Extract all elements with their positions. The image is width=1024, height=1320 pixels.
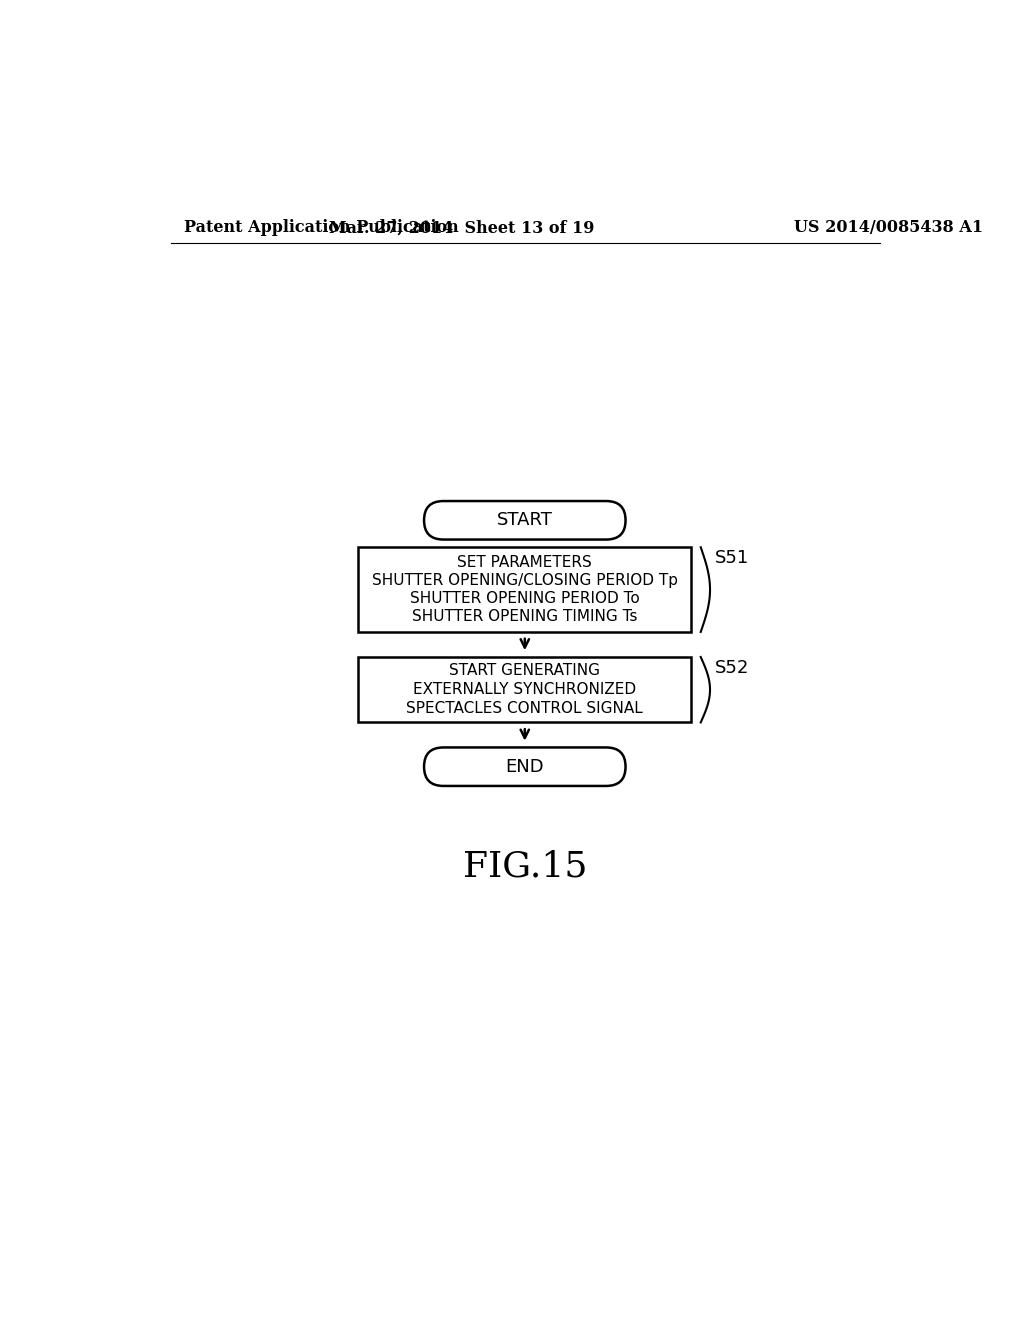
Text: END: END <box>506 758 544 776</box>
FancyBboxPatch shape <box>358 548 691 632</box>
Text: FIG.15: FIG.15 <box>463 850 587 884</box>
Text: SET PARAMETERS: SET PARAMETERS <box>458 554 592 570</box>
FancyBboxPatch shape <box>358 657 691 722</box>
Text: Patent Application Publication: Patent Application Publication <box>183 219 459 236</box>
Text: Mar. 27, 2014  Sheet 13 of 19: Mar. 27, 2014 Sheet 13 of 19 <box>329 219 594 236</box>
FancyBboxPatch shape <box>424 502 626 540</box>
Text: SHUTTER OPENING TIMING Ts: SHUTTER OPENING TIMING Ts <box>412 610 638 624</box>
Text: SHUTTER OPENING/CLOSING PERIOD Tp: SHUTTER OPENING/CLOSING PERIOD Tp <box>372 573 678 587</box>
Text: SHUTTER OPENING PERIOD To: SHUTTER OPENING PERIOD To <box>410 591 640 606</box>
Text: START GENERATING: START GENERATING <box>450 664 600 678</box>
Text: EXTERNALLY SYNCHRONIZED: EXTERNALLY SYNCHRONIZED <box>414 682 636 697</box>
Text: US 2014/0085438 A1: US 2014/0085438 A1 <box>795 219 984 236</box>
FancyBboxPatch shape <box>424 747 626 785</box>
Text: SPECTACLES CONTROL SIGNAL: SPECTACLES CONTROL SIGNAL <box>407 701 643 715</box>
Text: S51: S51 <box>715 549 749 566</box>
Text: S52: S52 <box>715 659 749 677</box>
Text: START: START <box>497 511 553 529</box>
